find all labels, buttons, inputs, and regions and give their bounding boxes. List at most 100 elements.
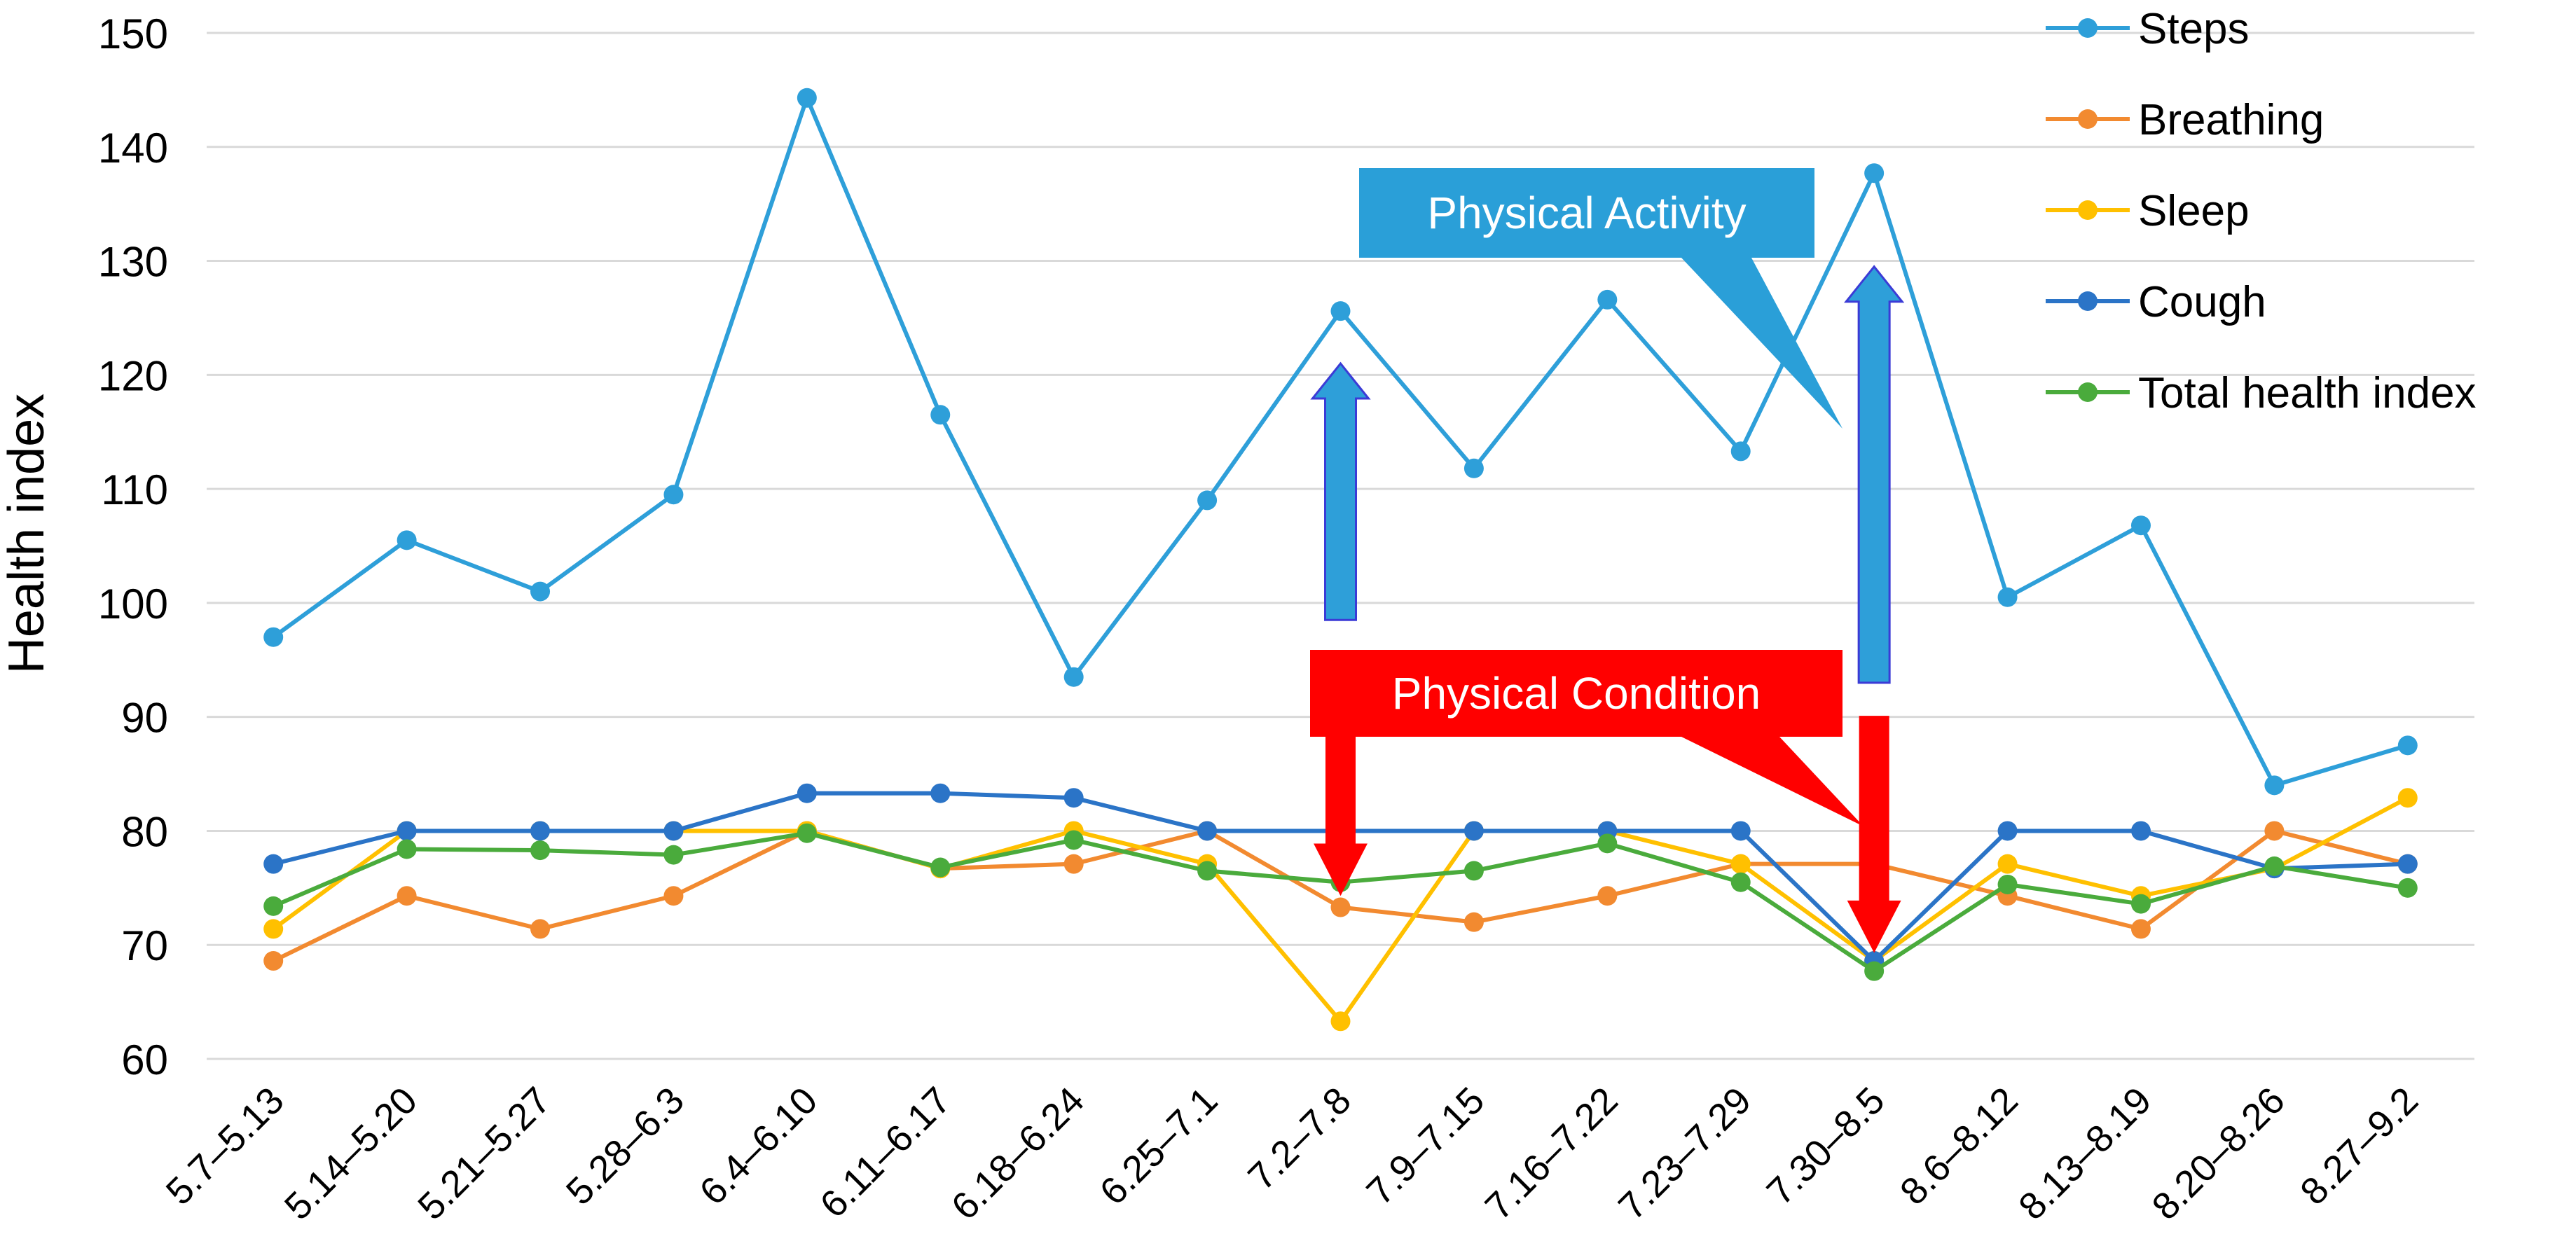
steps-point: [1330, 301, 1351, 321]
total-health-index-point: [1597, 833, 1618, 854]
breathing-point: [397, 886, 417, 906]
steps-point: [2130, 515, 2151, 536]
legend-item-steps: Steps: [2046, 5, 2250, 53]
x-tick-label: 8.27–9.2: [2292, 1079, 2426, 1213]
breathing-point: [1463, 912, 1484, 932]
x-tick-label: 5.14–5.20: [277, 1079, 425, 1228]
y-tick-label: 80: [121, 808, 168, 855]
x-tick-label: 5.21–5.27: [410, 1079, 558, 1228]
y-tick-label: 90: [121, 695, 168, 742]
breathing-point: [530, 919, 551, 939]
total-health-index-point: [1197, 861, 1218, 881]
x-tick-label: 6.11–6.17: [812, 1079, 958, 1226]
x-axis-tick-labels: 5.7–5.135.14–5.205.21–5.27 5.28–6.3 6.4–6.…: [158, 1079, 2427, 1228]
total-health-index-point: [1864, 961, 1885, 981]
total-health-index-point: [397, 839, 417, 859]
cough-point: [263, 854, 284, 874]
physical-condition-callout-text: Physical Condition: [1392, 668, 1761, 719]
steps-point: [530, 581, 551, 602]
legend-label: Cough: [2138, 278, 2266, 326]
sleep-point: [1997, 854, 2018, 874]
cough-point: [397, 821, 417, 841]
cough-point: [663, 821, 684, 841]
cough-point: [797, 783, 817, 803]
steps-point: [797, 88, 817, 108]
x-tick-label: 7.16–7.22: [1478, 1079, 1626, 1228]
legend-label: Sleep: [2138, 187, 2250, 235]
sleep-point: [1330, 1011, 1351, 1032]
total-health-index-point: [263, 896, 284, 916]
condition-arrow-down: [1314, 721, 1368, 896]
cough-point: [2397, 854, 2418, 874]
steps-point: [1597, 289, 1618, 310]
x-tick-label: 7.23–7.29: [1611, 1079, 1759, 1228]
x-tick-label: 8.6–8.12: [1892, 1079, 2026, 1213]
total-health-index-point: [1463, 861, 1484, 881]
total-health-index-point: [930, 857, 951, 878]
sleep-point: [2397, 788, 2418, 808]
x-tick-label: 5.7–5.13: [158, 1079, 292, 1213]
x-tick-label: 6.4–6.10: [691, 1079, 825, 1213]
y-tick-label: 60: [121, 1036, 168, 1083]
legend-marker: [2078, 18, 2098, 38]
legend-marker: [2078, 291, 2098, 311]
legend-label: Steps: [2138, 5, 2250, 53]
total-health-index-point: [797, 823, 817, 843]
x-tick-label: 7.30–8.5: [1759, 1079, 1893, 1213]
y-tick-label: 120: [98, 352, 168, 399]
y-tick-label: 130: [98, 239, 168, 286]
breathing-point: [2264, 821, 2285, 841]
y-tick-label: 70: [121, 922, 168, 969]
physical-condition-callout: Physical Condition: [1310, 650, 1864, 826]
x-tick-label: 8.13–8.19: [2011, 1079, 2159, 1228]
breathing-point: [1330, 897, 1351, 917]
activity-arrow-up: [1844, 265, 1905, 684]
cough-point: [2130, 821, 2151, 841]
x-tick-label: 7.2–7.8: [1240, 1079, 1359, 1198]
total-health-index-point: [2264, 856, 2285, 876]
activity-arrow-up: [1310, 361, 1371, 621]
x-tick-label: 7.9–7.15: [1358, 1079, 1492, 1213]
steps-point: [1730, 441, 1751, 462]
breathing-point: [663, 886, 684, 906]
cough-point: [1997, 821, 2018, 841]
legend-item-cough: Cough: [2046, 278, 2266, 326]
steps-point: [2264, 775, 2285, 796]
total-health-index-point: [2130, 894, 2151, 914]
total-health-index-point: [1063, 830, 1084, 850]
legend-item-sleep: Sleep: [2046, 187, 2250, 235]
x-tick-label: 6.25–7.1: [1092, 1079, 1226, 1213]
legend-item-breathing: Breathing: [2046, 96, 2324, 144]
steps-point: [1197, 490, 1218, 511]
condition-arrow-down: [1847, 716, 1901, 953]
sleep-point: [1730, 854, 1751, 874]
cough-point: [530, 821, 551, 841]
physical-activity-callout-box: [1359, 168, 1843, 429]
legend-marker: [2078, 382, 2098, 402]
steps-point: [1997, 587, 2018, 607]
total-health-index-point: [663, 845, 684, 865]
cough-point: [1063, 788, 1084, 808]
callouts: Physical Activity Physical Condition: [1310, 168, 1864, 826]
steps-point: [663, 485, 684, 505]
annotation-arrows: [1310, 265, 1905, 953]
legend-item-total-health-index: Total health index: [2046, 369, 2477, 417]
steps-point: [397, 530, 417, 550]
steps-point: [2397, 735, 2418, 756]
legend-label: Breathing: [2138, 96, 2324, 144]
legend-marker: [2078, 200, 2098, 220]
legend-label: Total health index: [2138, 369, 2477, 417]
steps-series: [263, 88, 2418, 796]
y-tick-label: 150: [98, 11, 168, 57]
steps-point: [1864, 163, 1885, 183]
legend-marker: [2078, 109, 2098, 129]
total-health-index-point: [1997, 874, 2018, 894]
breathing-point: [263, 951, 284, 971]
steps-point: [1463, 458, 1484, 478]
total-health-index-point: [1730, 872, 1751, 892]
y-tick-label: 110: [101, 466, 168, 513]
y-axis-tick-labels: 60 70 80 90 100 110 120 130 140 150: [98, 11, 168, 1083]
breathing-point: [2130, 919, 2151, 939]
series-lines: [263, 88, 2418, 1032]
steps-point: [263, 627, 284, 647]
